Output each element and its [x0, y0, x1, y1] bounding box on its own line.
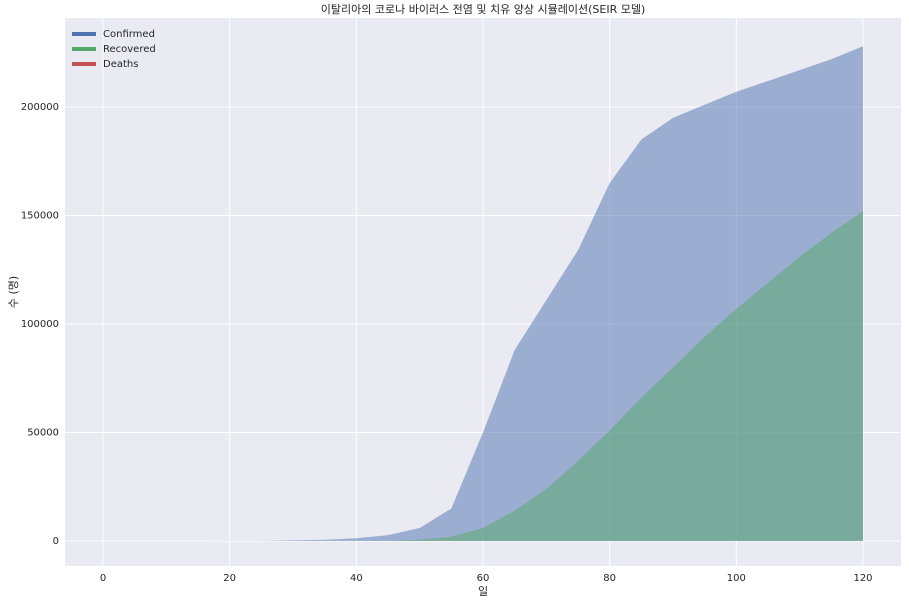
y-tick-label: 50000 — [27, 428, 59, 439]
x-tick-label: 20 — [223, 573, 236, 584]
axes: 0 20 40 60 80 100 120 0 50000 100000 150000 200000 — [21, 102, 873, 584]
x-tick-label: 80 — [603, 573, 616, 584]
legend-label: Recovered — [103, 44, 156, 55]
y-tick-label: 200000 — [21, 102, 59, 113]
x-tick-label: 40 — [350, 573, 363, 584]
legend-label: Deaths — [103, 59, 138, 70]
x-tick-label: 100 — [727, 573, 746, 584]
y-tick-label: 150000 — [21, 210, 59, 221]
y-axis-label: 수 (명) — [7, 276, 20, 308]
legend: Confirmed Recovered Deaths — [72, 29, 156, 70]
x-tick-label: 60 — [477, 573, 490, 584]
chart-title: 이탈리아의 코로나 바이러스 전염 및 치유 양상 시뮬레이션(SEIR 모델) — [321, 3, 646, 16]
y-tick-label: 100000 — [21, 319, 59, 330]
area — [103, 211, 863, 542]
x-tick-label: 120 — [853, 573, 872, 584]
areas — [103, 46, 863, 542]
legend-label: Confirmed — [103, 29, 155, 40]
x-axis-label: 일 — [478, 584, 488, 598]
y-tick-label: 0 — [53, 536, 59, 547]
x-tick-label: 0 — [100, 573, 106, 584]
